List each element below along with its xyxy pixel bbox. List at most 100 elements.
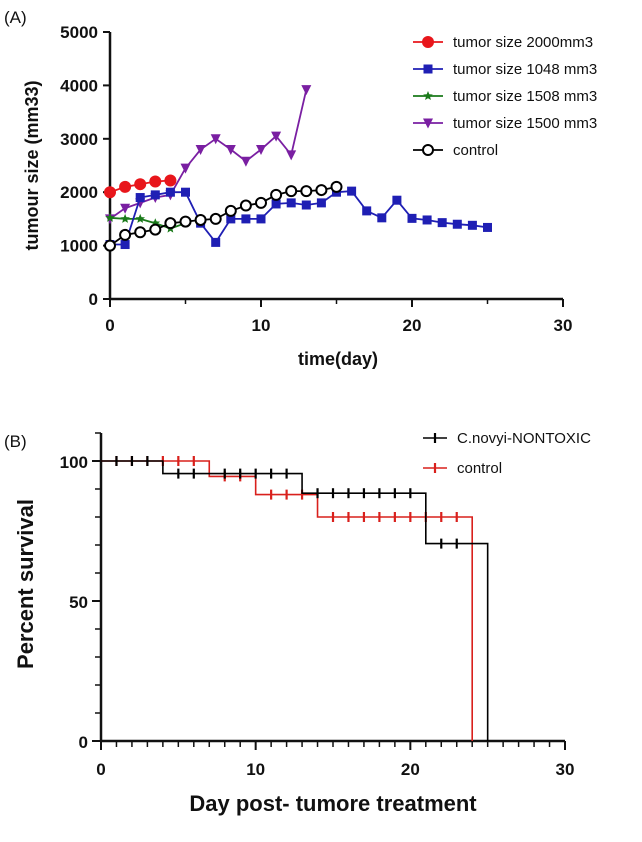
panel-b-x-tick-label: 20 [401,760,420,779]
panel-a-legend-marker [423,91,433,100]
panel-a-data-point [195,144,206,155]
panel-a-label: (A) [4,8,27,27]
panel-a-legend-label: tumor size 1500 mm3 [453,115,597,132]
panel-a-data-point [149,223,162,236]
panel-b-legend-label: control [457,460,502,477]
panel-b-survival-curve [101,460,489,741]
panel-a-data-point [256,144,266,155]
panel-a-data-point [392,195,402,205]
panel-a-data-point [285,185,298,198]
panel-a-legend-label: tumor size 2000mm3 [453,34,593,51]
panel-a-data-point [105,212,115,222]
panel-a-series [104,85,492,252]
panel-b-y-axis-title: Percent survival [13,499,38,669]
panel-a-data-point [194,213,207,226]
panel-b-axes: 0 50 100 0 10 20 30 [60,432,575,779]
panel-a-data-point [437,218,447,228]
panel-a-data-point [165,187,175,197]
panel-b-x-tick-label: 10 [246,760,265,779]
panel-a-data-point [467,220,477,230]
panel-a-data-point [377,213,387,223]
panel-a-data-point [270,188,283,201]
panel-a-y-tick-label: 5000 [60,23,98,42]
panel-b-x-tick-label: 30 [556,760,575,779]
panel-a-data-point [483,222,492,232]
panel-a-data-point [164,217,177,230]
panel-a-legend-label: tumor size 1508 mm3 [453,88,597,105]
panel-a-data-point [422,215,432,225]
panel-a-data-point [134,226,147,239]
panel-a-data-point [407,213,417,223]
panel-a-y-tick-label: 0 [89,290,98,309]
panel-b-x-tick-label: 0 [96,760,105,779]
panel-a-legend: tumor size 2000mm3 tumor size 1048 mm3 tum… [413,34,597,159]
panel-a-data-point [301,200,311,210]
panel-a-data-point [256,214,266,224]
panel-a-data-point [164,174,177,187]
panel-b-y-tick-label: 100 [60,453,88,472]
panel-a-x-tick-label: 10 [252,316,271,335]
panel-b-x-axis-title: Day post- tumore treatment [189,791,477,816]
panel-a-data-point [120,203,131,214]
panel-a-x-tick-label: 0 [105,316,114,335]
panel-b-y-tick-label: 50 [69,593,88,612]
panel-a-data-point [240,156,251,167]
panel-a-data-point [134,178,147,191]
panel-a-y-tick-label: 1000 [60,237,98,256]
panel-a-data-point [181,187,190,197]
panel-b-survival-curve [101,460,473,741]
panel-a-data-point [119,180,132,193]
panel-a-data-point [104,186,116,199]
panel-a-y-tick-label: 2000 [60,183,98,202]
panel-b: (B) 0 50 100 0 10 20 30 Percent survival Day p… [4,430,591,816]
panel-a-data-point [301,85,312,96]
panel-a-y-tick-label: 4000 [60,76,98,95]
panel-a-x-tick-label: 30 [554,316,573,335]
panel-a-data-point [211,237,221,247]
panel-b-label: (B) [4,432,27,451]
panel-b-y-tick-label: 0 [79,733,88,752]
panel-a-x-tick-label: 20 [403,316,422,335]
panel-a-data-point [255,196,267,209]
panel-a-data-point [226,214,236,224]
panel-a-legend-marker [423,118,433,129]
panel-a-series-line [109,186,337,247]
panel-a-data-point [150,218,161,228]
panel-a-x-axis-title: time(day) [298,349,378,369]
panel-a-data-point [135,213,145,223]
panel-b-legend-label: C.novyi-NONTOXIC [457,430,591,447]
panel-a: (A) 0 1000 2000 3000 4000 5000 0 10 20 30 tumour … [4,8,597,369]
panel-a-data-point [119,228,132,241]
panel-a-y-tick-label: 3000 [60,130,98,149]
panel-b-series-1 [101,456,473,741]
panel-a-data-point [300,185,313,198]
panel-a-data-point [316,198,326,208]
panel-a-data-point [239,199,252,212]
panel-a-data-point [286,198,296,208]
panel-a-data-point [120,240,130,250]
panel-a-y-axis-title: tumour size (mm33) [22,80,42,250]
panel-a-legend-label: control [453,142,498,159]
panel-a-legend-marker [422,36,434,48]
panel-a-data-point [452,219,462,229]
panel-a-data-point [271,131,282,142]
panel-a-data-point [286,150,297,161]
panel-a-data-point [150,190,160,200]
panel-a-axes: 0 1000 2000 3000 4000 5000 0 10 20 30 [60,23,572,335]
panel-a-data-point [315,184,328,197]
panel-a-data-point [149,175,162,188]
panel-a-data-point [179,215,192,228]
panel-a-data-point [209,212,222,225]
panel-a-data-point [120,213,130,223]
panel-a-data-point [210,134,221,145]
panel-b-series [101,456,489,741]
panel-a-data-point [180,163,191,174]
panel-a-data-point [225,144,236,155]
panel-a-data-point [104,239,116,252]
panel-a-series-1 [105,186,492,250]
panel-a-data-point [241,214,251,224]
panel-a-legend-marker [422,144,434,156]
panel-a-data-point [362,206,372,216]
panel-a-data-point [271,199,281,209]
